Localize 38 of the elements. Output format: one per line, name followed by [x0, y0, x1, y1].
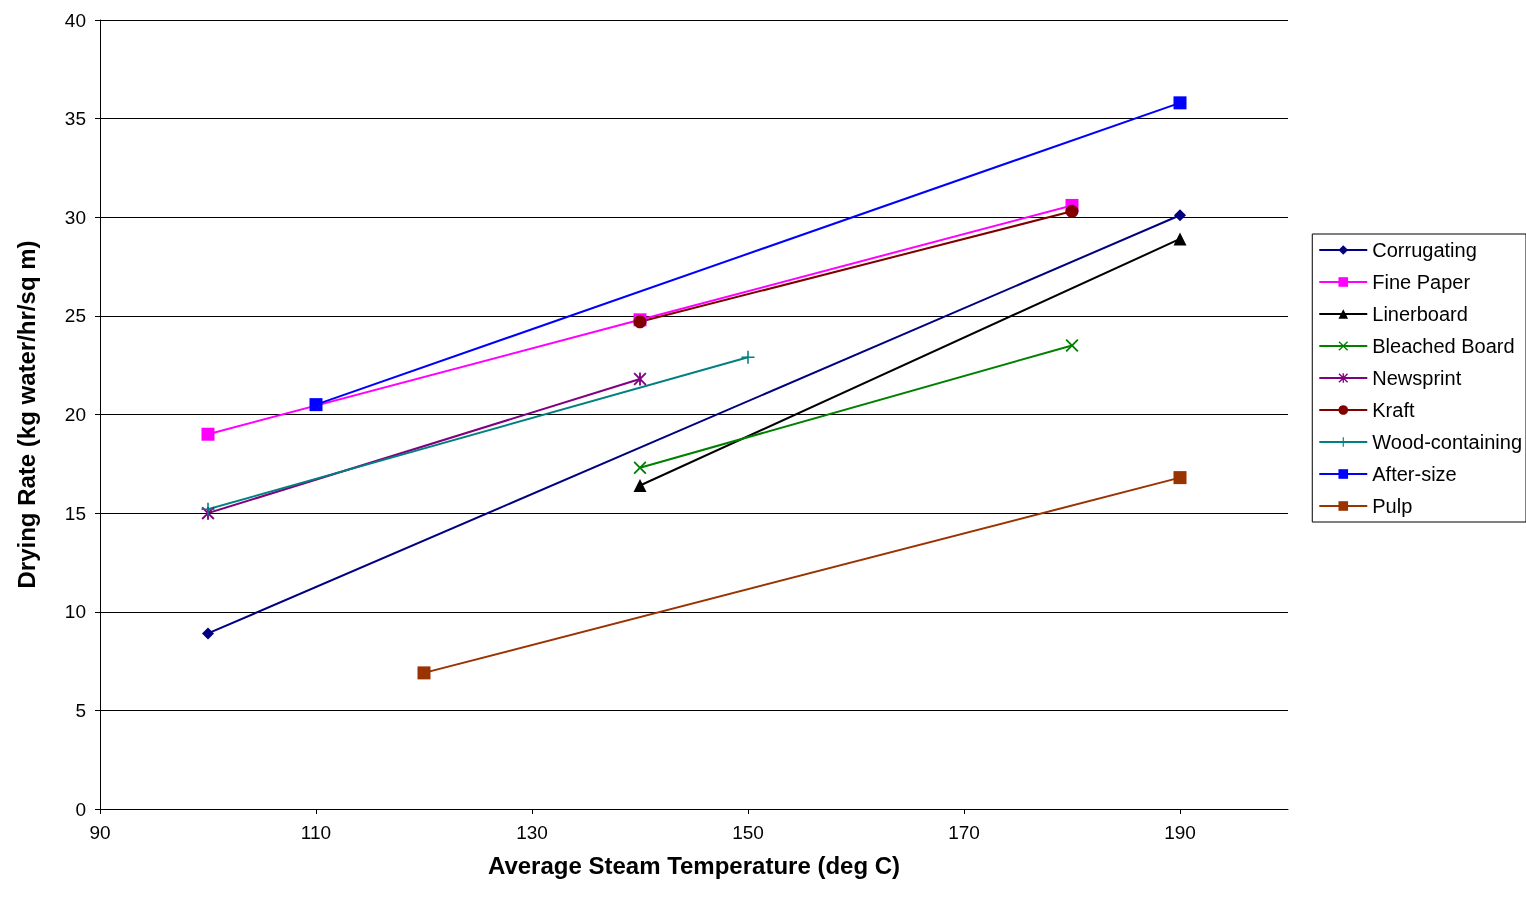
point: [1065, 204, 1079, 218]
y-tick-label: 20: [64, 404, 86, 425]
y-tick-label: 10: [64, 601, 86, 623]
y-tick-label: 5: [75, 699, 86, 721]
point: [309, 398, 323, 412]
legend-label: Linerboard: [1372, 303, 1468, 325]
legend-label: Wood-containing: [1372, 431, 1523, 453]
point: [201, 427, 215, 441]
y-tick-label: 30: [64, 206, 86, 228]
point: [633, 372, 647, 386]
legend-label: Pulp: [1372, 495, 1413, 517]
y-axis-title: Drying Rate (kg water/hr/sq m): [12, 240, 40, 589]
legend-label: Bleached Board: [1372, 335, 1515, 357]
x-tick-label: 110: [300, 822, 332, 843]
point: [1173, 96, 1187, 110]
point: [201, 502, 215, 516]
legend-label: Newsprint: [1372, 367, 1462, 389]
point: [633, 461, 647, 475]
point: [1174, 209, 1186, 222]
point: [202, 627, 214, 640]
x-tick-label: 170: [948, 822, 980, 843]
y-tick-label: 35: [64, 108, 86, 130]
legend-label: After-size: [1372, 463, 1457, 485]
y-tick-label: 25: [64, 305, 86, 327]
x-tick-label: 150: [732, 822, 764, 843]
x-tick-label: 130: [516, 822, 548, 843]
x-axis-title: Average Steam Temperature (deg C): [487, 851, 901, 879]
y-tick-label: 15: [64, 502, 86, 524]
point: [1173, 471, 1187, 485]
y-tick-label: 40: [64, 9, 86, 31]
legend-label: Corrugating: [1372, 239, 1477, 261]
x-tick-label: 90: [89, 822, 111, 843]
legend-label: Fine Paper: [1372, 271, 1471, 293]
point: [417, 666, 431, 680]
point: [741, 350, 755, 364]
x-tick-label: 190: [1164, 822, 1196, 843]
y-tick-label: 0: [75, 798, 86, 820]
legend-label: Kraft: [1372, 399, 1415, 421]
